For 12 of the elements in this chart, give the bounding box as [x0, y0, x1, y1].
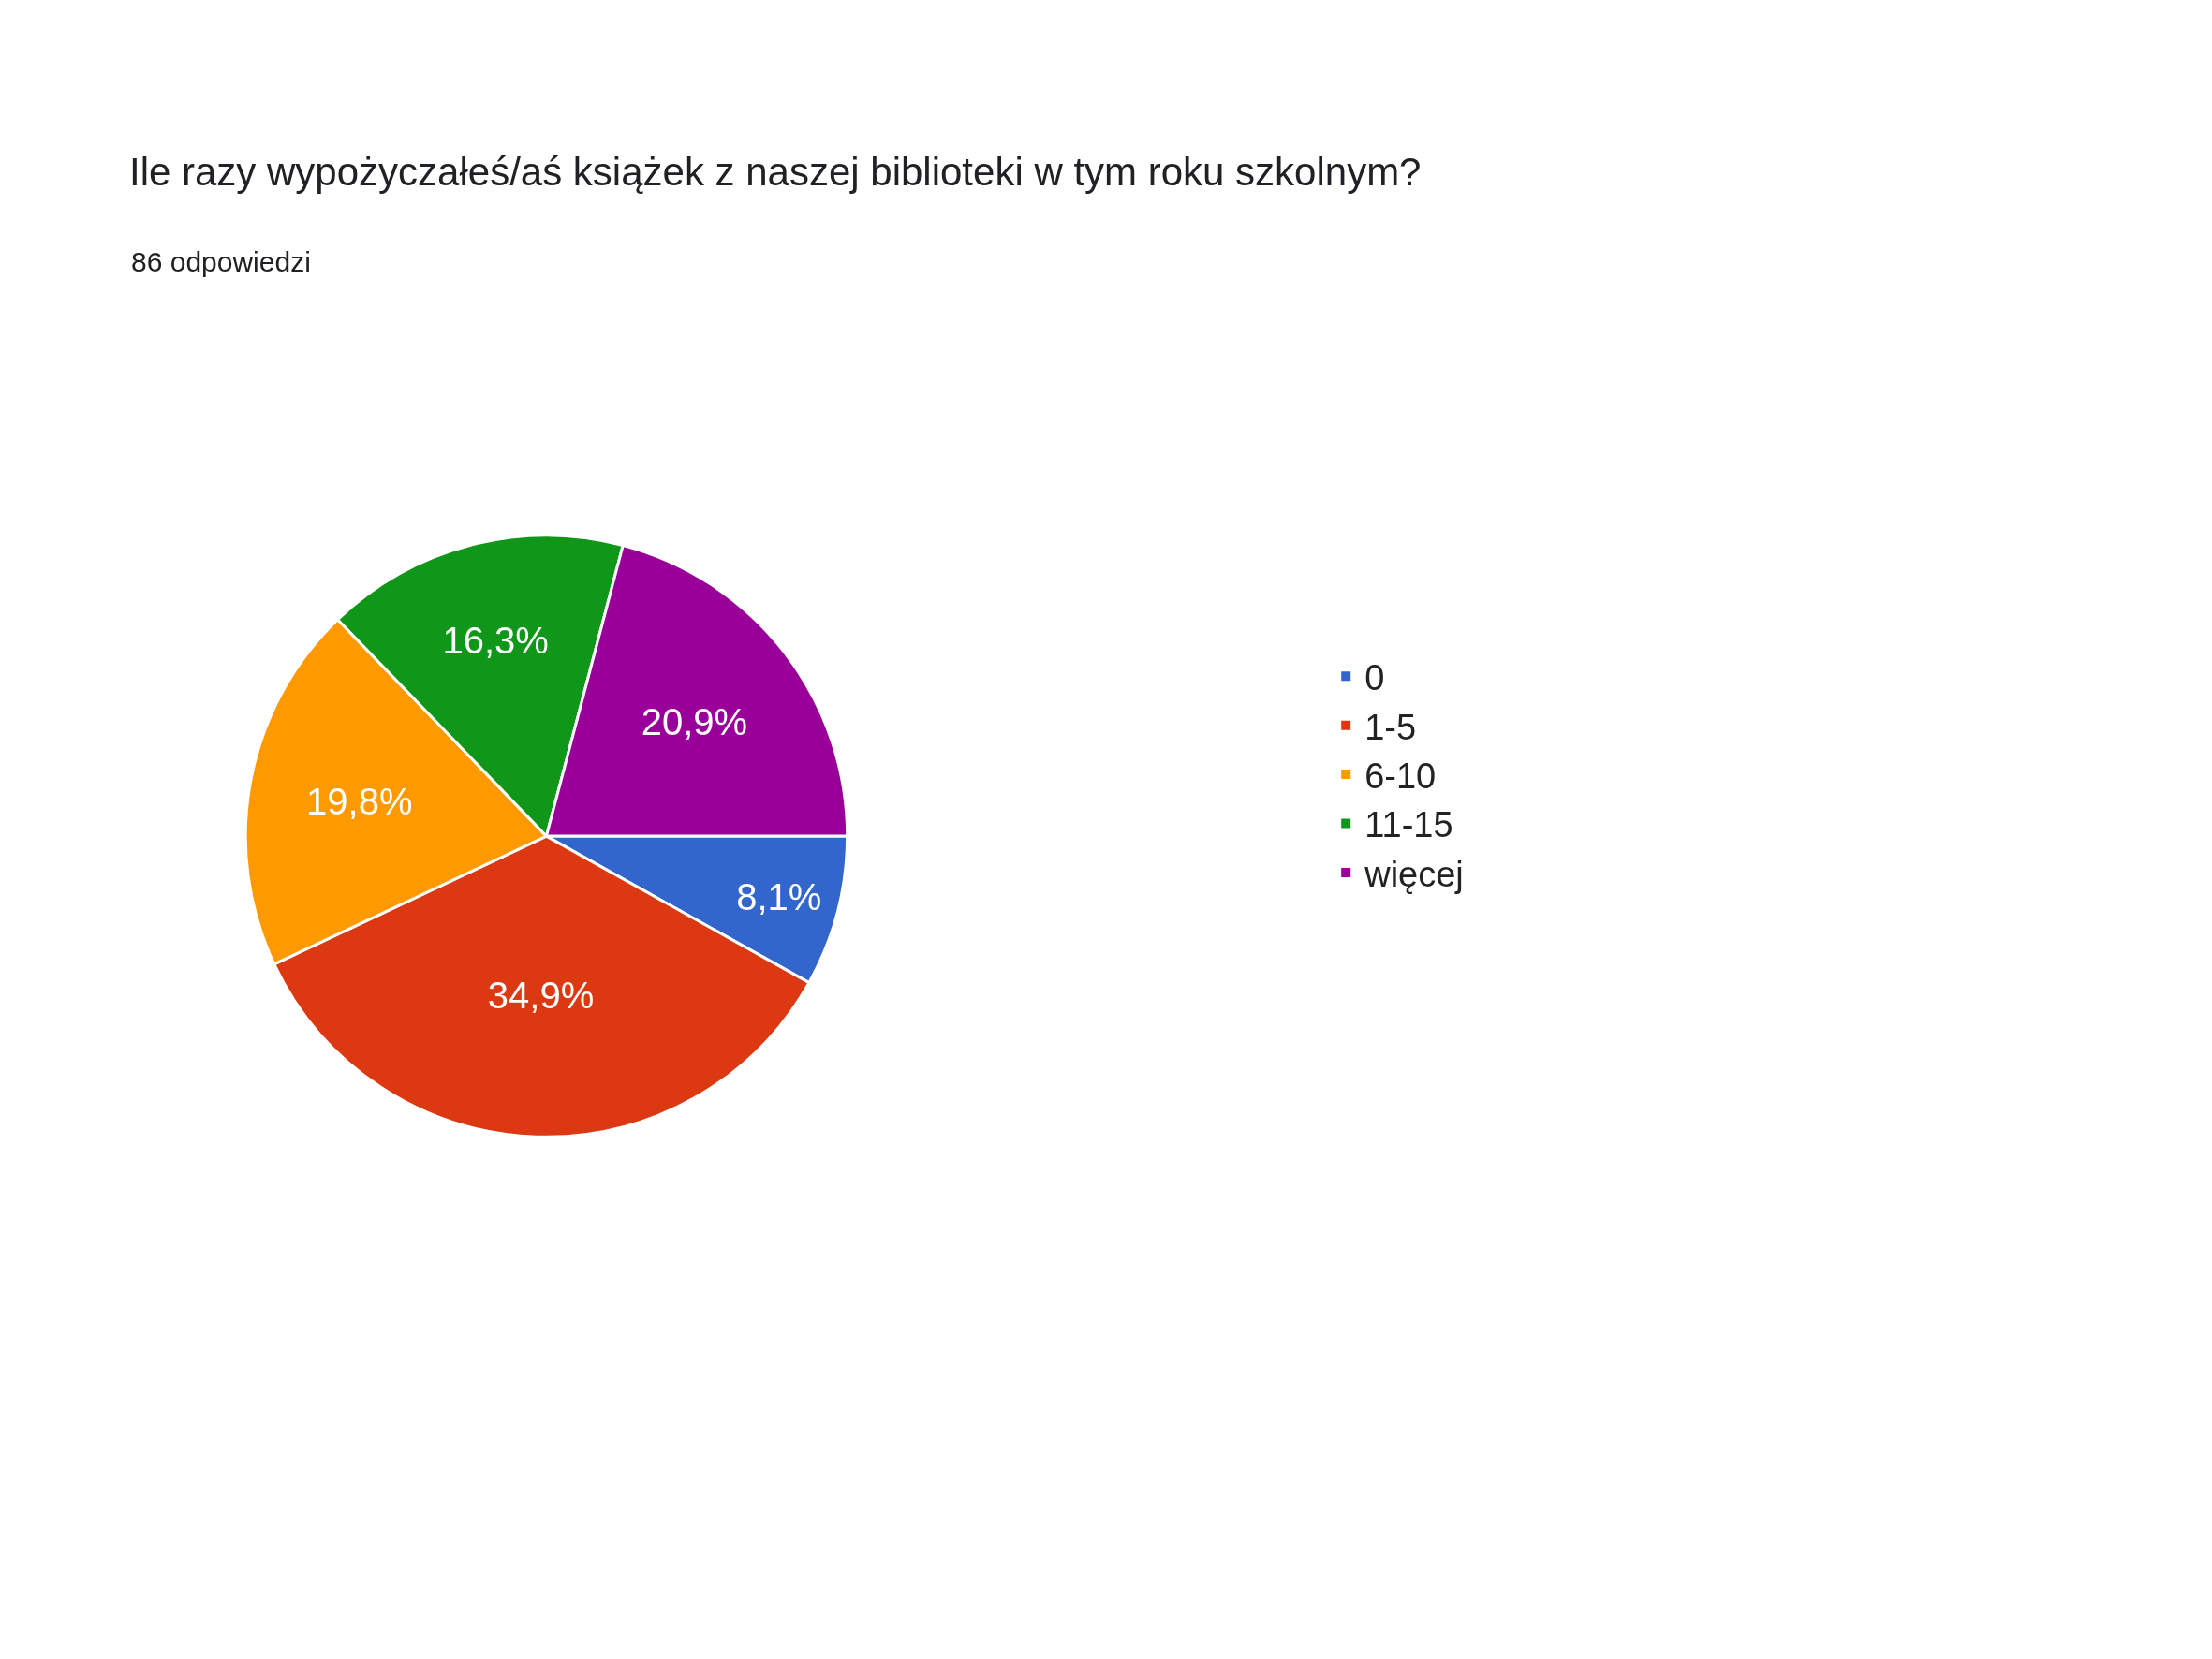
- legend-label: 6-10: [1364, 756, 1437, 796]
- data-label: 8,1%: [736, 875, 822, 918]
- data-label: 16,3%: [442, 620, 549, 662]
- data-label: 20,9%: [641, 701, 748, 743]
- data-label: 34,9%: [487, 974, 595, 1016]
- data-label: 19,8%: [306, 781, 413, 823]
- legend-label: 11-15: [1364, 805, 1453, 845]
- legend-label: 0: [1364, 658, 1385, 698]
- legend-label: 1-5: [1364, 707, 1417, 747]
- chart-title: Ile razy wypożyczałeś/aś książek z naszej biblioteki w tym roku szkolnym?: [129, 149, 1422, 194]
- chart-subtitle: 86 odpowiedzi: [131, 246, 311, 277]
- legend-label: więcej: [1364, 854, 1464, 894]
